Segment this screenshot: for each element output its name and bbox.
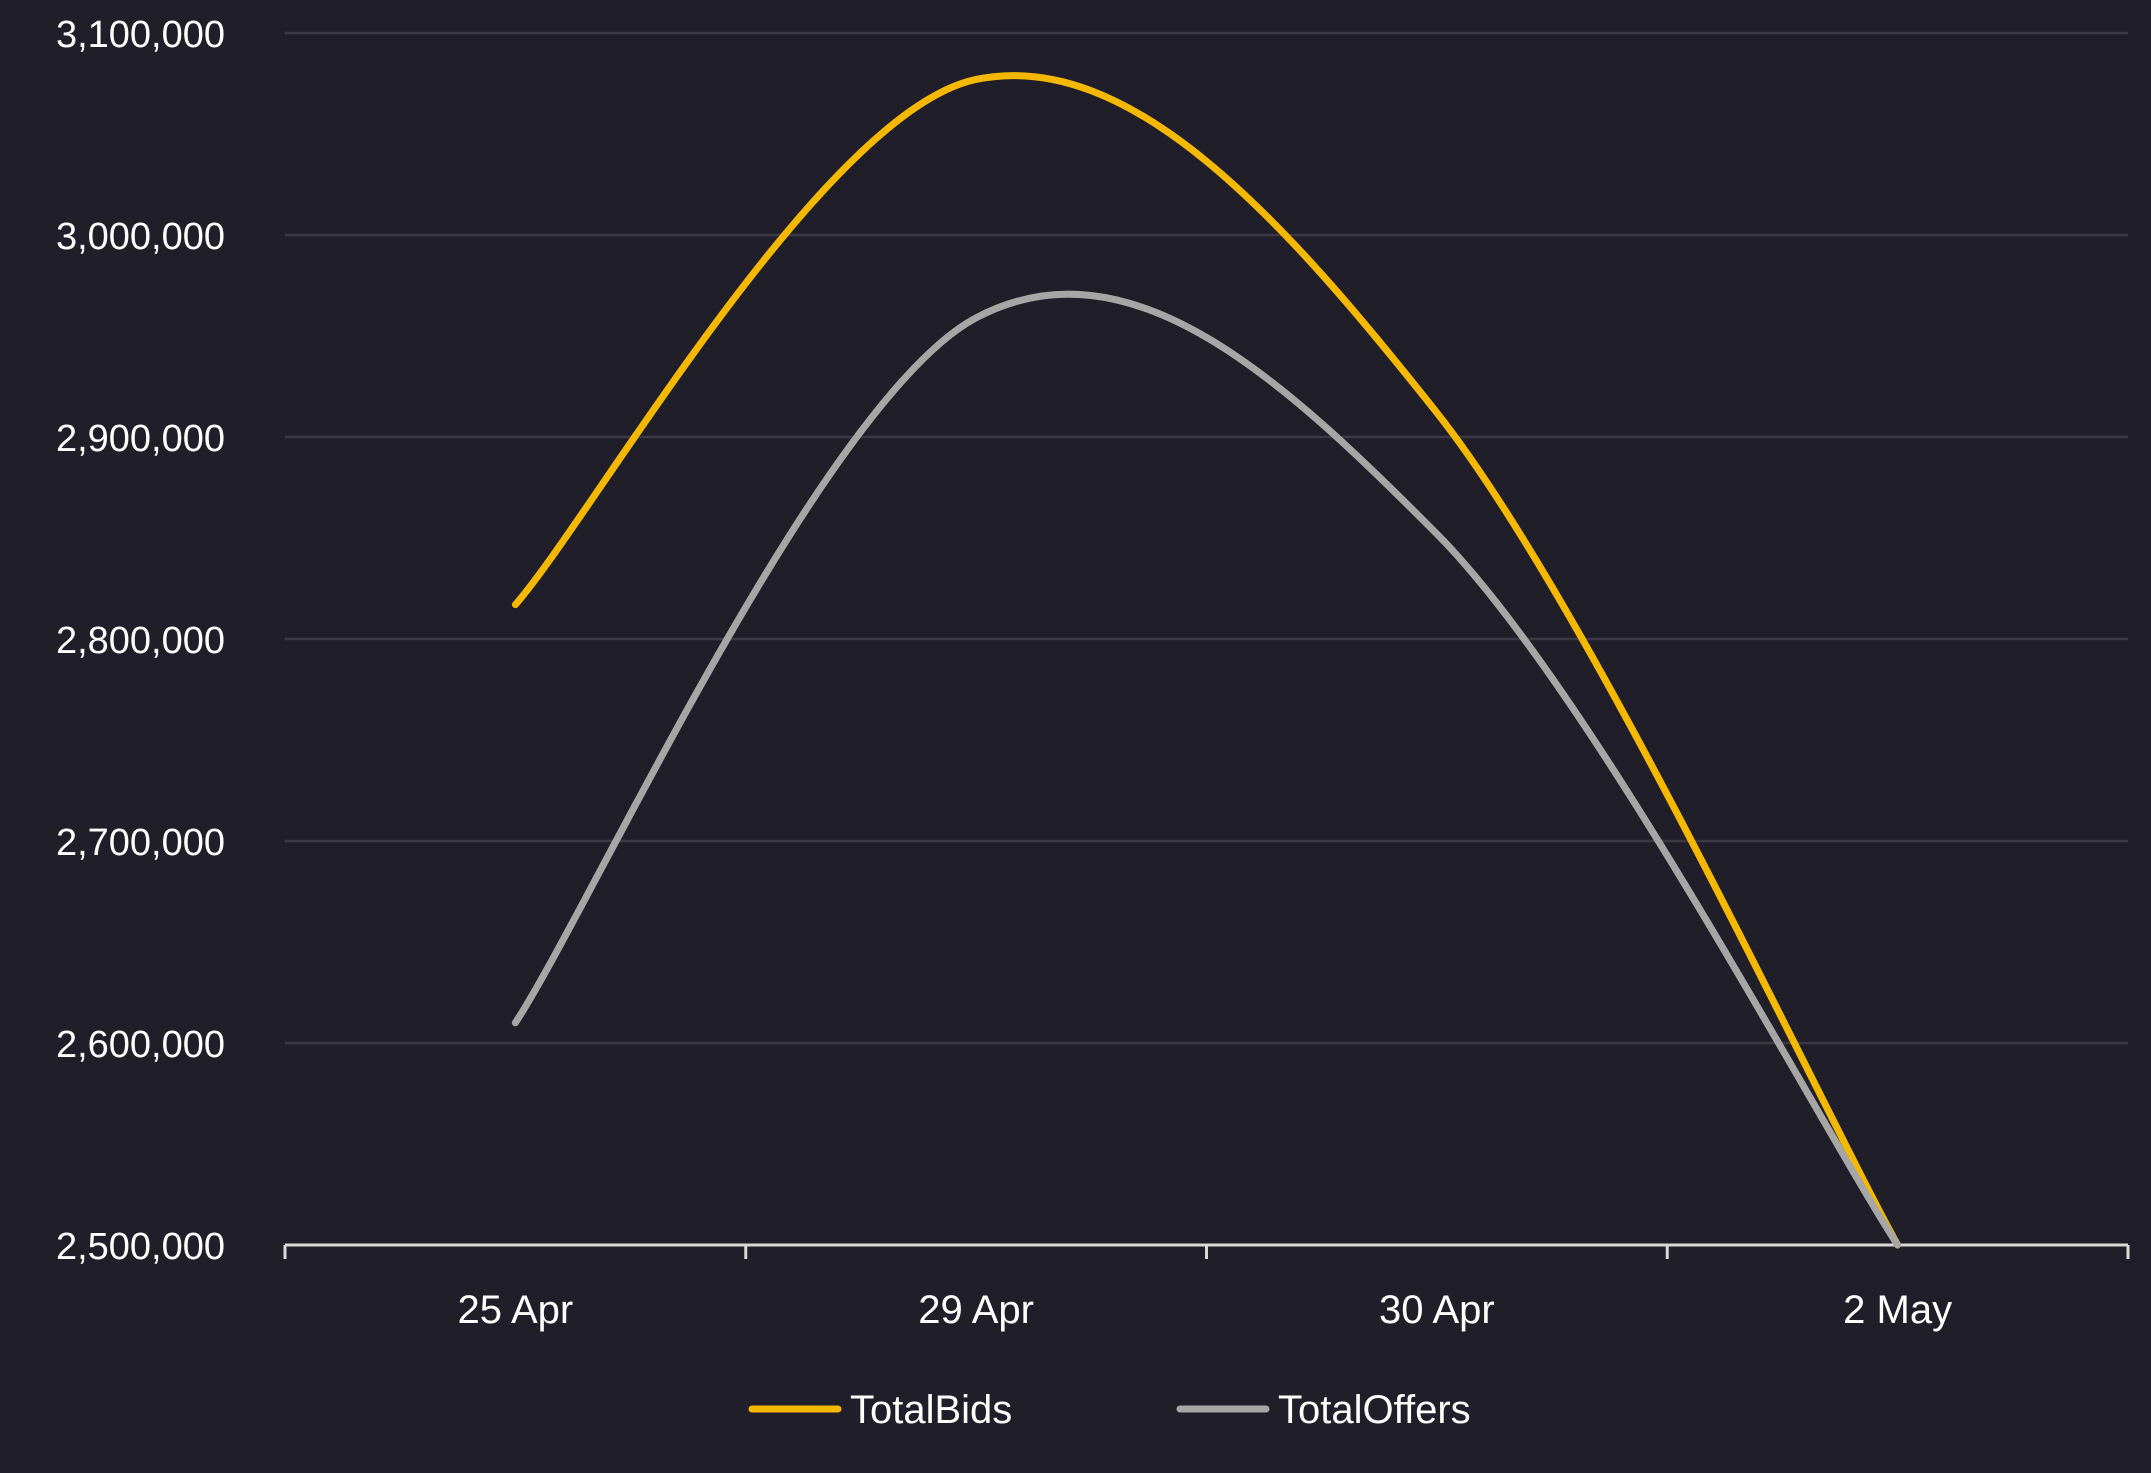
legend-label: TotalBids	[850, 1388, 1012, 1432]
x-tick-label: 30 Apr	[1379, 1288, 1495, 1332]
x-tick-label: 2 May	[1843, 1288, 1952, 1332]
x-tick-label: 25 Apr	[458, 1288, 574, 1332]
y-tick-label: 2,700,000	[56, 822, 225, 864]
y-tick-label: 3,100,000	[56, 14, 225, 56]
y-tick-label: 2,800,000	[56, 620, 225, 662]
legend-label: TotalOffers	[1278, 1388, 1471, 1432]
y-tick-label: 2,600,000	[56, 1024, 225, 1066]
y-tick-label: 2,500,000	[56, 1226, 225, 1268]
x-tick-label: 29 Apr	[918, 1288, 1034, 1332]
y-tick-label: 3,000,000	[56, 216, 225, 258]
y-tick-label: 2,900,000	[56, 418, 225, 460]
